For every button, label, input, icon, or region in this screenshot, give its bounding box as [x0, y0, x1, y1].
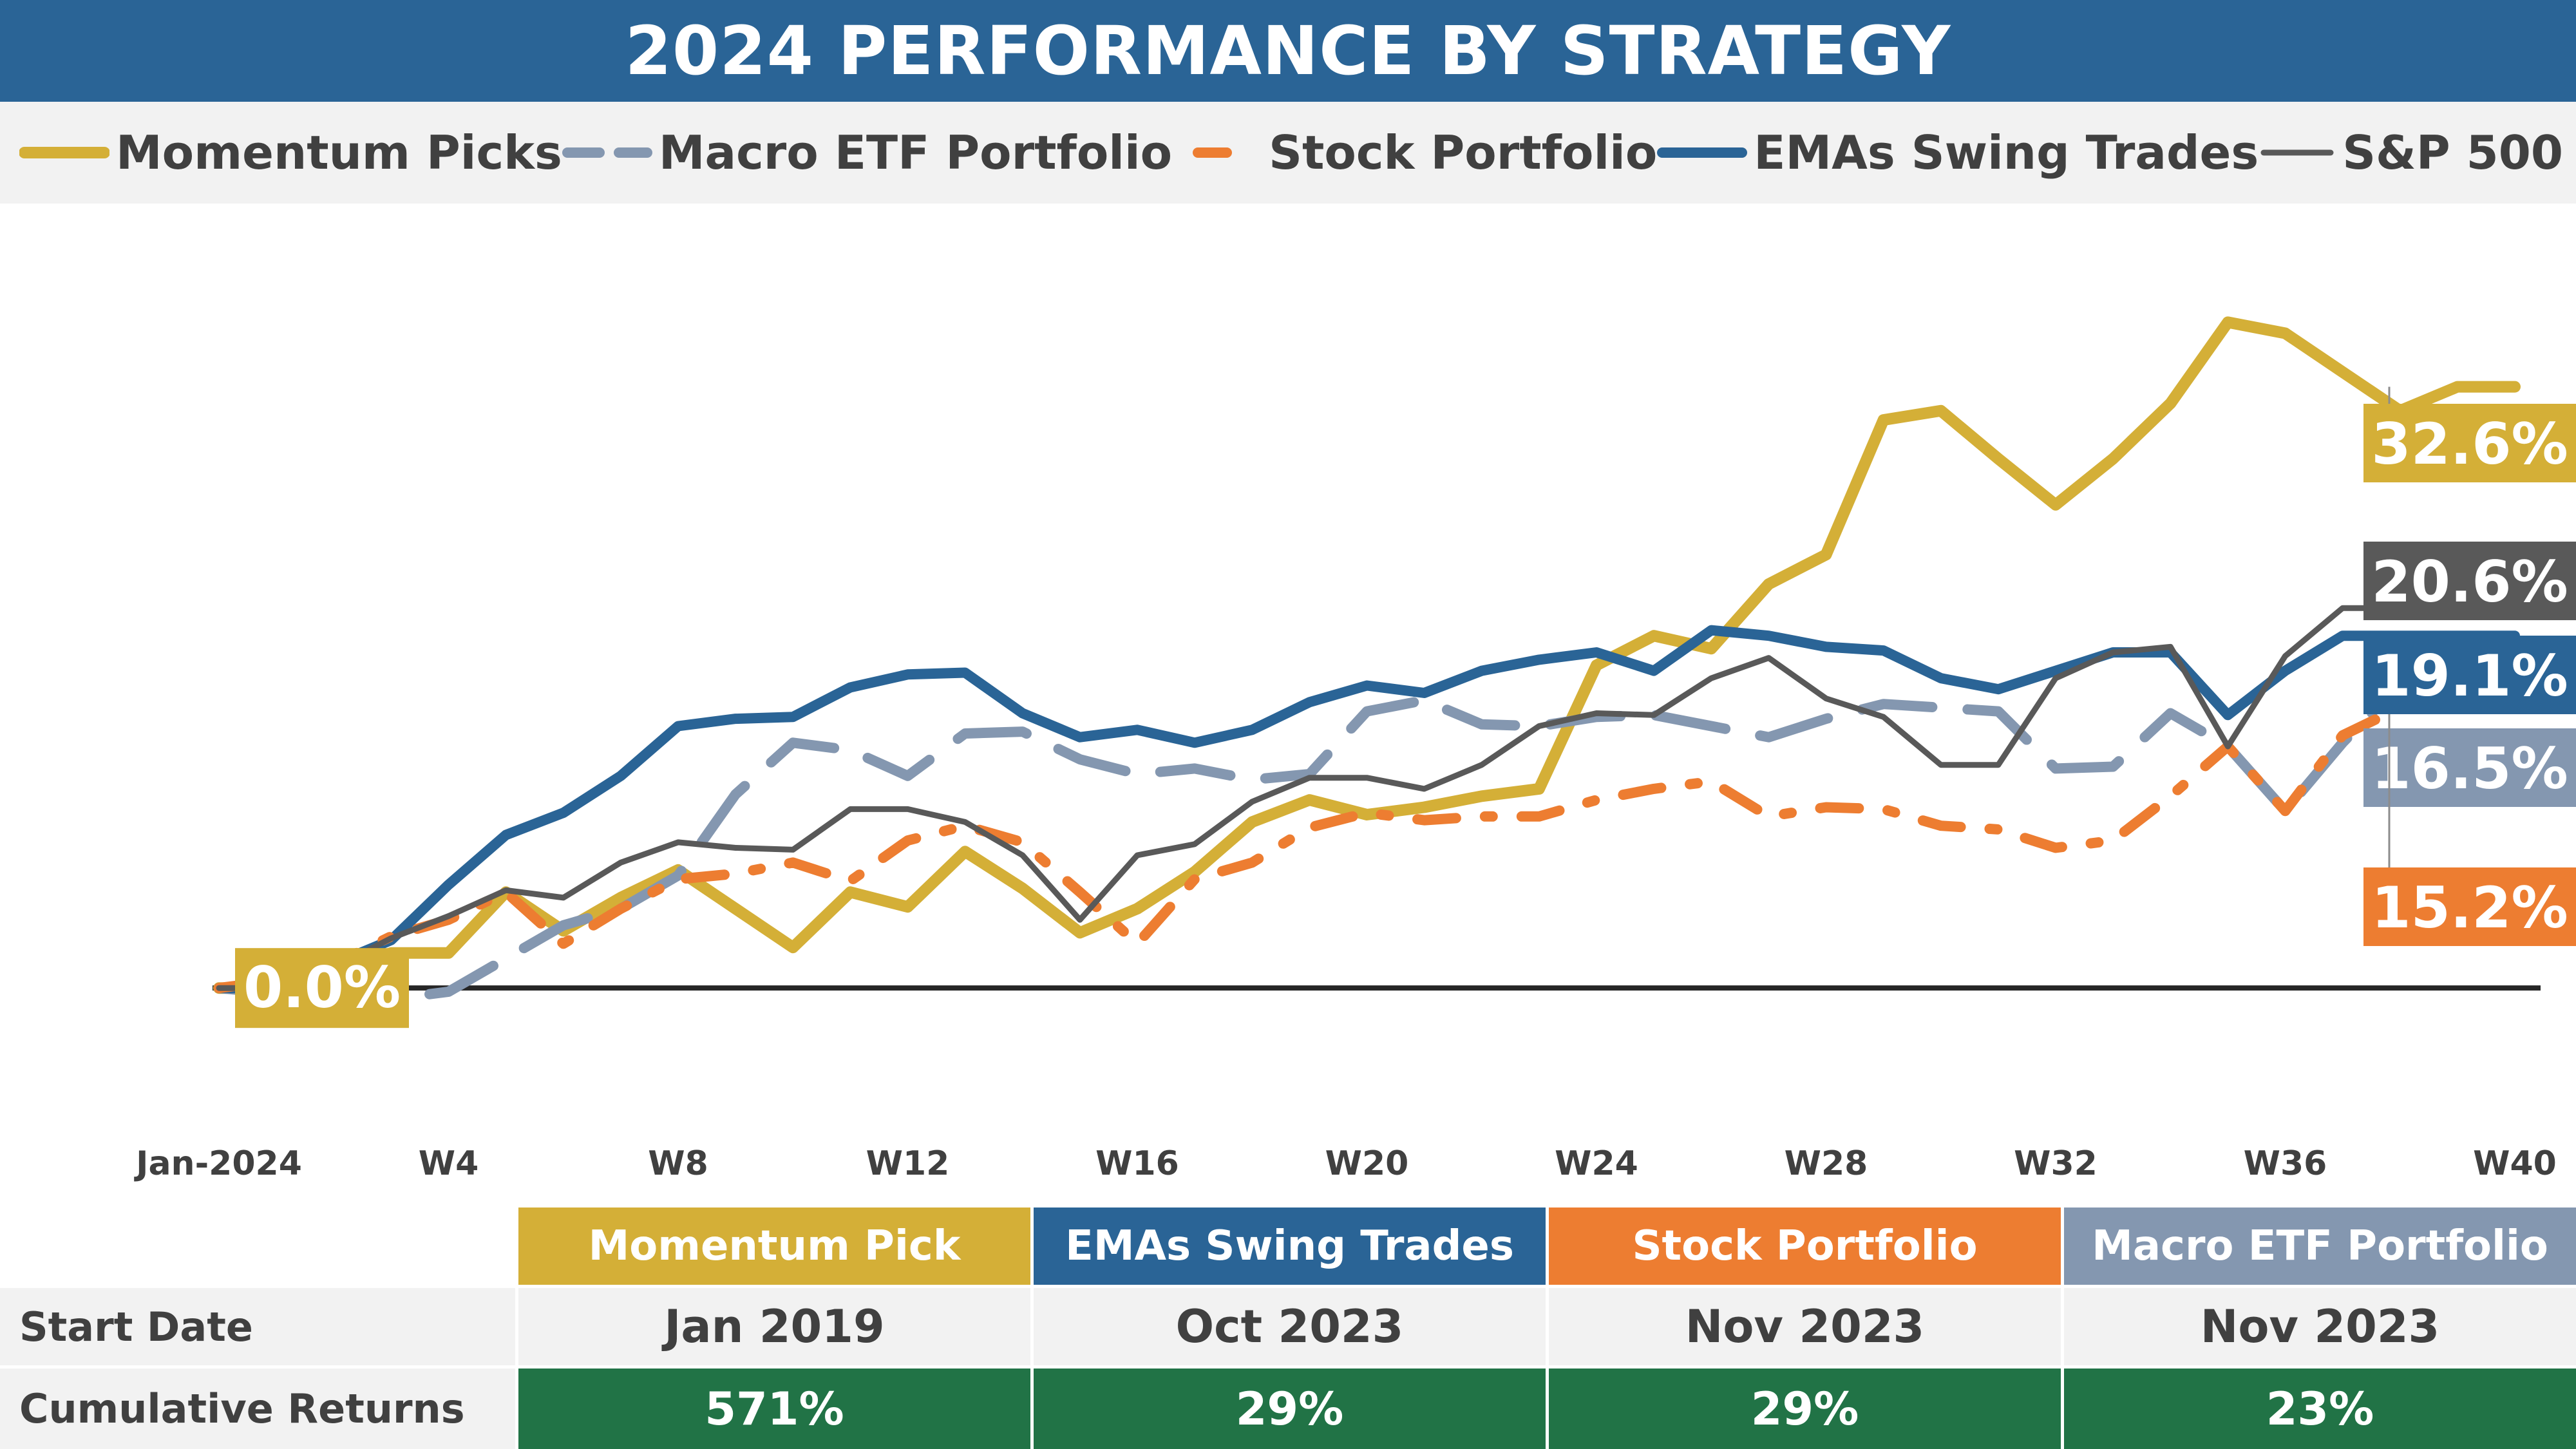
end-label-box-momentum-picks — [2363, 404, 2576, 482]
end-label-box-stock-portfolio — [2363, 867, 2576, 946]
end-label-box-s-p-500 — [2363, 542, 2576, 620]
start-date-cell: Jan 2019 — [515, 1288, 1030, 1365]
legend-item-emas-swing-trades: EMAs Swing Trades — [1657, 126, 2259, 180]
chart-title: 2024 PERFORMANCE BY STRATEGY — [0, 0, 2576, 102]
legend-swatch-sp500 — [2260, 149, 2334, 156]
x-tick-label: Jan-2024 — [134, 1144, 302, 1183]
start-label-box — [235, 948, 409, 1028]
legend-swatch-momentum-picks — [19, 147, 109, 158]
start-date-label: Start Date — [19, 1303, 253, 1350]
legend-swatch-stock-portfolio — [1193, 147, 1233, 158]
cumulative-return-cell: 29% — [1546, 1368, 2061, 1449]
x-tick-label: W20 — [1325, 1144, 1409, 1183]
header-stock-portfolio: Stock Portfolio — [1546, 1208, 2061, 1285]
start-date-cell: Nov 2023 — [1546, 1288, 2061, 1365]
end-label-box-macro-etf-portfolio — [2363, 728, 2576, 807]
cumulative-return-cell: 23% — [2061, 1368, 2576, 1449]
x-tick-label: W4 — [419, 1144, 479, 1183]
x-tick-label: W40 — [2473, 1144, 2557, 1183]
legend-label: Momentum Picks — [116, 126, 562, 180]
end-label-stock-portfolio: 15.2% — [2371, 875, 2568, 941]
end-label-momentum-picks: 32.6% — [2371, 411, 2568, 477]
end-label-box-emas-swing-trades — [2363, 636, 2576, 714]
start-date-row: Start Date Jan 2019 Oct 2023 Nov 2023 No… — [0, 1288, 2576, 1365]
start-date-cell: Nov 2023 — [2061, 1288, 2576, 1365]
cumulative-return-cell: 571% — [515, 1368, 1030, 1449]
x-tick-label: W24 — [1555, 1144, 1638, 1183]
end-label-macro-etf-portfolio: 16.5% — [2371, 735, 2568, 802]
legend: Momentum Picks Macro ETF Portfolio Stock… — [0, 102, 2576, 204]
legend-item-macro-etf-portfolio: Macro ETF Portfolio — [562, 126, 1172, 180]
table-header-row: Momentum Pick EMAs Swing Trades Stock Po… — [0, 1208, 2576, 1285]
series-line-momentum-picks — [213, 316, 2521, 994]
x-tick-label: W12 — [866, 1144, 950, 1183]
end-label-s-p-500: 20.6% — [2371, 549, 2568, 615]
legend-label: Stock Portfolio — [1269, 126, 1658, 180]
x-tick-label: W36 — [2244, 1144, 2327, 1183]
legend-label: EMAs Swing Trades — [1754, 126, 2259, 180]
legend-item-stock-portfolio: Stock Portfolio — [1172, 126, 1657, 180]
legend-swatch-macro-etf — [562, 147, 652, 158]
start-label: 0.0% — [243, 954, 401, 1021]
cumulative-returns-label: Cumulative Returns — [19, 1385, 465, 1432]
start-date-cell: Oct 2023 — [1030, 1288, 1546, 1365]
header-macro-etf-portfolio: Macro ETF Portfolio — [2061, 1208, 2576, 1285]
table-corner — [0, 1208, 515, 1285]
line-chart: 32.6% 16.5% 15.2% 19.1% 20.6% 0.0% Jan-2024 W4… — [134, 316, 2576, 1183]
x-tick-label: W8 — [648, 1144, 708, 1183]
cumulative-return-cell: 29% — [1030, 1368, 1546, 1449]
legend-label: S&P 500 — [2342, 126, 2563, 180]
end-label-emas-swing-trades: 19.1% — [2371, 643, 2568, 709]
series-line-stock-portfolio — [214, 676, 2520, 994]
x-tick-label: W32 — [2014, 1144, 2098, 1183]
legend-item-momentum-picks: Momentum Picks — [19, 126, 562, 180]
header-momentum-pick: Momentum Pick — [515, 1208, 1030, 1285]
cumulative-returns-row: Cumulative Returns 571% 29% 29% 23% — [0, 1368, 2576, 1449]
strategy-table: Momentum Pick EMAs Swing Trades Stock Po… — [0, 1208, 2576, 1449]
series-line-macro-etf-portfolio — [214, 661, 2520, 1005]
x-tick-label: W28 — [1785, 1144, 1868, 1183]
x-tick-label: W16 — [1095, 1144, 1179, 1183]
series-line-s-p-500 — [216, 605, 2518, 991]
header-emas-swing-trades: EMAs Swing Trades — [1030, 1208, 1546, 1285]
legend-item-sp-500: S&P 500 — [2259, 126, 2563, 180]
legend-label: Macro ETF Portfolio — [658, 126, 1173, 180]
legend-swatch-emas-swing — [1657, 147, 1748, 158]
